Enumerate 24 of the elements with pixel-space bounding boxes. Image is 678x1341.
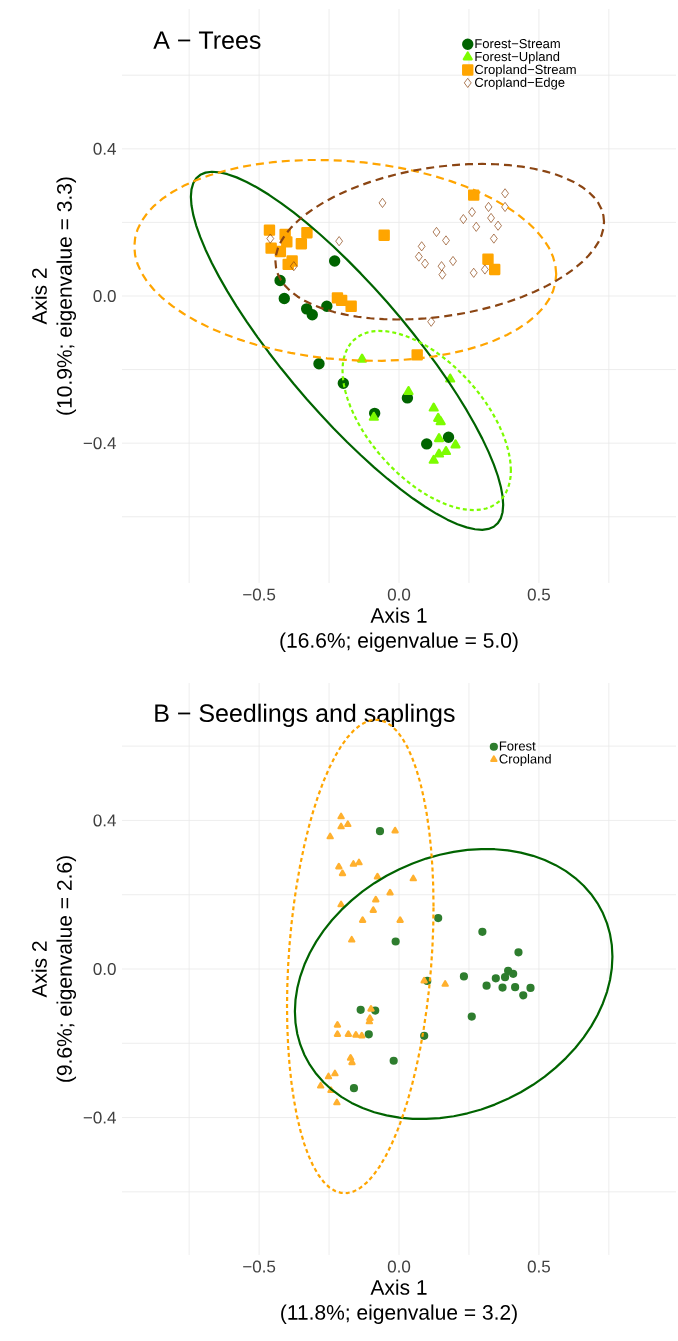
y-tick-label: −0.4: [83, 437, 116, 450]
y-tick-label: −0.4: [83, 1111, 116, 1124]
x-tick-label: 0.5: [527, 588, 550, 601]
legend-label: Cropland−Stream: [475, 64, 576, 77]
y-tick-label: 0.0: [93, 962, 116, 976]
x-tick-label: 0.0: [387, 1260, 411, 1273]
y-axis-title: Axis 2 (9.6%; eigenvalue = 2.6): [31, 856, 77, 1082]
legend-label: Forest: [499, 741, 536, 751]
legend-label: Cropland: [499, 753, 551, 767]
legend-label: Forest−Stream: [475, 39, 560, 49]
legend-label: Forest−Upland: [475, 51, 560, 64]
x-tick-label: −0.5: [243, 1260, 276, 1273]
y-axis-title: Axis 2 (10.9%; eigenvalue = 3.3): [31, 177, 77, 415]
x-tick-label: −0.5: [243, 588, 276, 601]
x-axis-title: Axis 1 (16.6%; eigenvalue = 5.0): [280, 607, 518, 652]
x-tick-label: 0.5: [527, 1260, 550, 1273]
text: A − Trees: [153, 31, 261, 50]
legend-label: Cropland−Edge: [475, 77, 565, 90]
y-tick-label: 0.4: [93, 142, 116, 155]
x-axis-title: Axis 1 (11.8%; eigenvalue = 3.2): [281, 1279, 517, 1325]
x-tick-label: 0.0: [387, 588, 411, 601]
y-tick-label: 0.4: [93, 814, 116, 827]
text: B − Seedlings and saplings: [155, 703, 455, 727]
y-tick-label: 0.0: [93, 289, 116, 303]
